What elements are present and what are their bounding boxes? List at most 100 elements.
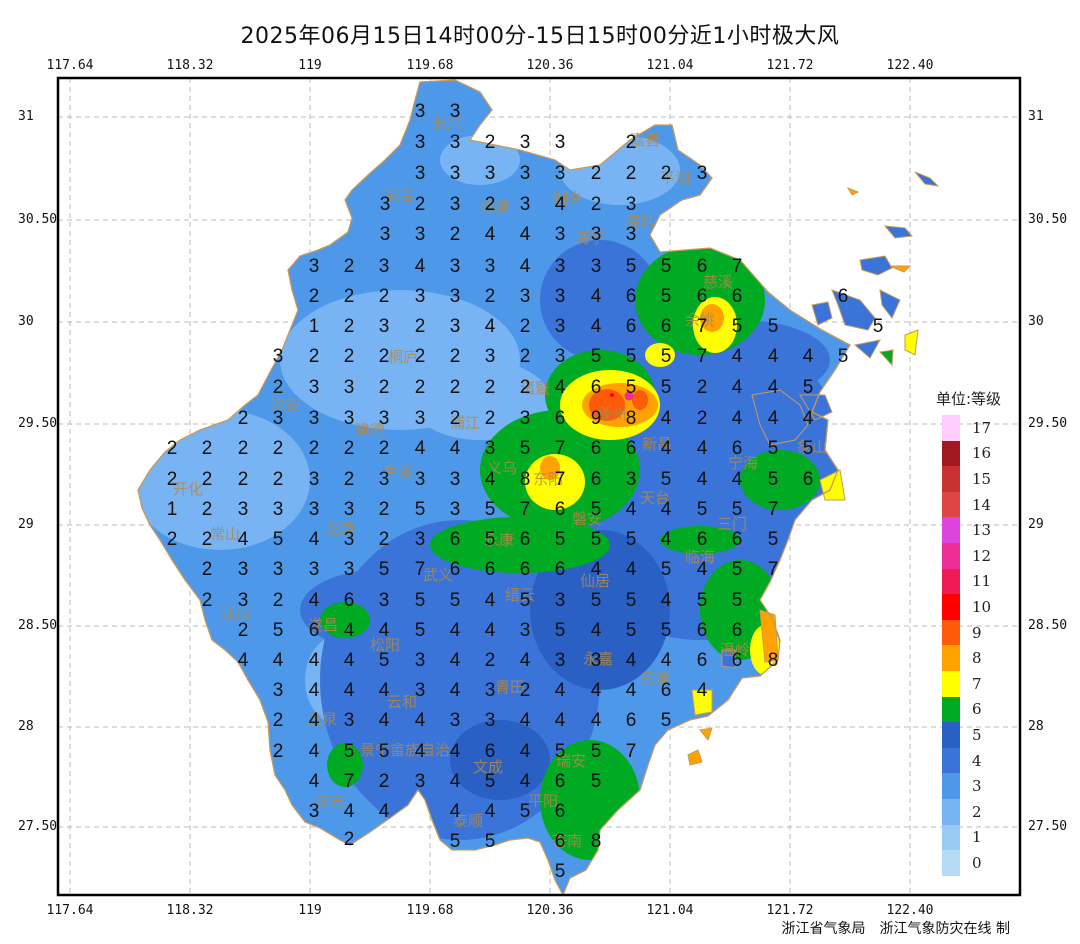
station-wind-level: 5 bbox=[626, 529, 637, 550]
station-wind-level: 3 bbox=[344, 529, 355, 550]
station-wind-level: 4 bbox=[661, 408, 672, 429]
lon-tick-top: 122.40 bbox=[886, 58, 934, 73]
station-wind-level: 4 bbox=[661, 590, 672, 611]
station-wind-level: 6 bbox=[661, 316, 672, 337]
county-label: 三门 bbox=[717, 515, 747, 533]
legend-item: 14 bbox=[936, 491, 1026, 518]
station-wind-level: 2 bbox=[344, 829, 355, 850]
legend-level: 13 bbox=[972, 521, 992, 540]
station-wind-level: 4 bbox=[732, 469, 743, 490]
station-wind-level: 2 bbox=[379, 771, 390, 792]
station-wind-level: 4 bbox=[273, 650, 284, 671]
station-wind-level: 4 bbox=[626, 559, 637, 580]
station-wind-level: 2 bbox=[485, 132, 496, 153]
legend-swatch bbox=[942, 415, 960, 441]
legend-level: 10 bbox=[972, 597, 992, 616]
lat-tick-right: 30 bbox=[1028, 314, 1044, 329]
station-wind-level: 4 bbox=[626, 680, 637, 701]
station-wind-level: 2 bbox=[273, 438, 284, 459]
station-wind-level: 3 bbox=[450, 256, 461, 277]
station-wind-level: 7 bbox=[697, 346, 708, 367]
station-wind-level: 6 bbox=[626, 286, 637, 307]
station-wind-level: 2 bbox=[238, 408, 249, 429]
station-wind-level: 4 bbox=[555, 194, 566, 215]
station-wind-level: 4 bbox=[379, 680, 390, 701]
station-wind-level: 6 bbox=[732, 529, 743, 550]
station-wind-level: 3 bbox=[591, 650, 602, 671]
station-wind-level: 6 bbox=[450, 529, 461, 550]
county-label: 龙游 bbox=[325, 520, 355, 538]
station-wind-level: 4 bbox=[309, 590, 320, 611]
station-wind-level: 4 bbox=[661, 650, 672, 671]
station-wind-level: 5 bbox=[732, 499, 743, 520]
station-wind-level: 2 bbox=[273, 710, 284, 731]
station-wind-level: 5 bbox=[661, 620, 672, 641]
county-label: 云和 bbox=[387, 693, 417, 711]
station-wind-level: 3 bbox=[344, 559, 355, 580]
station-wind-level: 2 bbox=[415, 316, 426, 337]
legend-swatch bbox=[942, 722, 960, 748]
station-wind-level: 6 bbox=[626, 316, 637, 337]
lat-tick-right: 29 bbox=[1028, 517, 1044, 532]
station-wind-level: 2 bbox=[273, 590, 284, 611]
county-label: 淳安 bbox=[270, 396, 300, 414]
station-wind-level: 3 bbox=[415, 286, 426, 307]
legend-swatch bbox=[942, 824, 960, 851]
station-wind-level: 7 bbox=[768, 499, 779, 520]
lon-tick-bottom: 118.32 bbox=[166, 903, 214, 918]
legend-level: 0 bbox=[972, 853, 982, 872]
station-wind-level: 5 bbox=[415, 590, 426, 611]
legend-level: 2 bbox=[972, 802, 982, 821]
station-wind-level: 5 bbox=[273, 529, 284, 550]
legend: 单位:等级 17 16 15 14 13 12 11 10 9 8 7 6 5 4 3 2 1 0 bbox=[936, 388, 1026, 876]
station-wind-level: 2 bbox=[344, 286, 355, 307]
station-wind-level: 2 bbox=[344, 316, 355, 337]
station-wind-level: 5 bbox=[661, 256, 672, 277]
station-wind-level: 3 bbox=[555, 256, 566, 277]
station-wind-level: 5 bbox=[626, 256, 637, 277]
lon-tick-bottom: 119.68 bbox=[406, 903, 454, 918]
station-wind-level: 2 bbox=[379, 529, 390, 550]
station-wind-level: 2 bbox=[450, 224, 461, 245]
station-wind-level: 2 bbox=[379, 377, 390, 398]
station-wind-level: 4 bbox=[697, 559, 708, 580]
station-wind-level: 4 bbox=[485, 469, 496, 490]
legend-swatch bbox=[942, 491, 960, 518]
station-wind-level: 4 bbox=[309, 741, 320, 762]
county-label: 海盐 bbox=[625, 213, 655, 231]
legend-item: 3 bbox=[936, 773, 1026, 799]
station-wind-level: 3 bbox=[555, 590, 566, 611]
lat-tick-left: 29 bbox=[18, 517, 34, 532]
station-wind-level: 2 bbox=[167, 438, 178, 459]
legend-item: 16 bbox=[936, 440, 1026, 467]
station-wind-level: 2 bbox=[344, 469, 355, 490]
station-wind-level: 4 bbox=[732, 346, 743, 367]
station-wind-level: 3 bbox=[520, 286, 531, 307]
station-wind-level: 3 bbox=[450, 132, 461, 153]
county-label: 义乌 bbox=[487, 459, 517, 477]
station-wind-level: 5 bbox=[485, 499, 496, 520]
lon-tick-top: 118.32 bbox=[166, 58, 214, 73]
legend-swatch bbox=[942, 619, 960, 646]
station-wind-level: 2 bbox=[415, 377, 426, 398]
county-label: 安吉 bbox=[385, 186, 415, 204]
station-wind-level: 3 bbox=[238, 499, 249, 520]
station-wind-level: 6 bbox=[485, 741, 496, 762]
station-wind-level: 6 bbox=[697, 529, 708, 550]
station-wind-level: 6 bbox=[626, 710, 637, 731]
station-wind-level: 5 bbox=[344, 741, 355, 762]
station-wind-level: 4 bbox=[485, 620, 496, 641]
station-wind-level: 3 bbox=[415, 163, 426, 184]
station-wind-level: 4 bbox=[697, 680, 708, 701]
county-label: 德清 bbox=[480, 198, 510, 216]
county-label: 庆元 bbox=[315, 793, 345, 811]
station-wind-level: 3 bbox=[415, 529, 426, 550]
station-wind-level: 3 bbox=[555, 316, 566, 337]
station-wind-level: 3 bbox=[520, 132, 531, 153]
county-label: 乐清 bbox=[640, 670, 670, 688]
station-wind-level: 2 bbox=[450, 408, 461, 429]
legend-item: 6 bbox=[936, 696, 1026, 723]
station-wind-level: 2 bbox=[273, 469, 284, 490]
lon-tick-top: 120.36 bbox=[526, 58, 574, 73]
station-wind-level: 5 bbox=[626, 377, 637, 398]
